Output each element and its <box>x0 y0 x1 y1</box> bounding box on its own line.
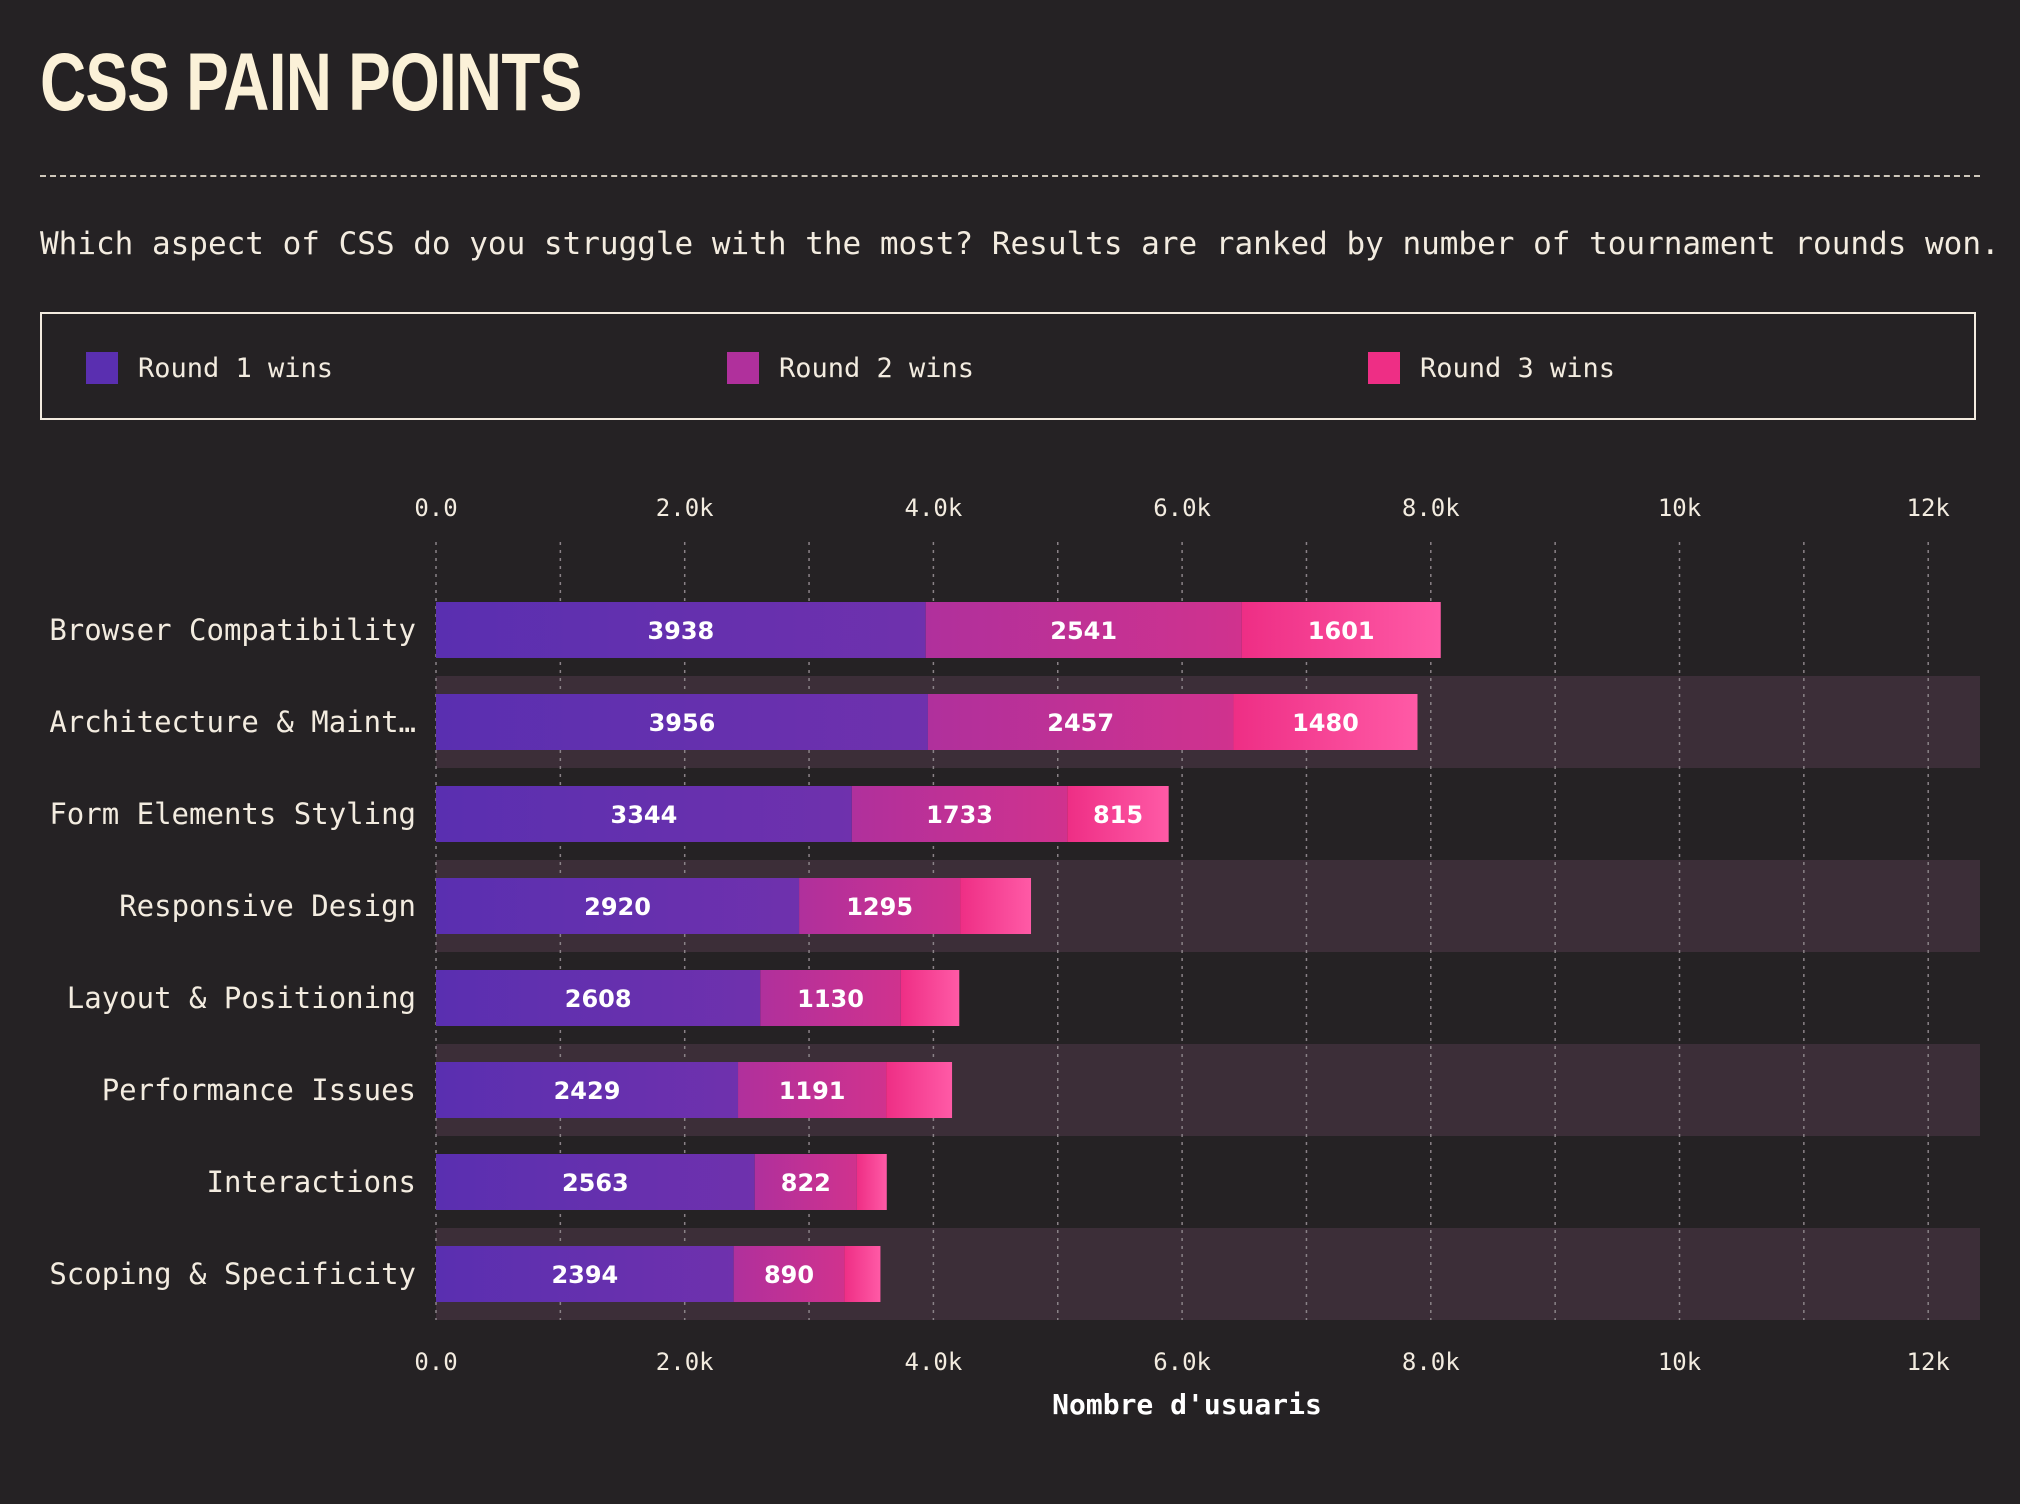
bar-segment-round-3[interactable] <box>900 970 960 1026</box>
page-title: CSS PAIN POINTS <box>40 37 582 128</box>
bar-segment-round-2[interactable] <box>927 694 1234 750</box>
bar-segment-round-1[interactable] <box>436 602 926 658</box>
bar-segment-round-1[interactable] <box>436 878 800 934</box>
x-tick-label-top: 8.0k <box>1402 494 1460 522</box>
category-label: Scoping & Specificity <box>49 1257 416 1291</box>
bar-segment-round-2[interactable] <box>851 786 1068 842</box>
row-bands <box>436 676 1980 1320</box>
x-tick-label-bottom: 0.0 <box>414 1348 457 1376</box>
bar-value-label: 3344 <box>611 801 678 829</box>
bar-value-label: 890 <box>764 1261 814 1289</box>
bar-value-label: 1295 <box>846 893 913 921</box>
bar-value-label: 1480 <box>1292 709 1359 737</box>
bar-value-label: 2541 <box>1050 617 1117 645</box>
bar-value-label: 2429 <box>554 1077 621 1105</box>
bar-segment-round-1[interactable] <box>436 1062 739 1118</box>
chart-legend: Round 1 wins Round 2 wins Round 3 wins <box>40 312 1976 420</box>
bar-segment-round-2[interactable] <box>754 1154 857 1210</box>
category-label: Browser Compatibility <box>49 613 416 647</box>
legend-item-round-3[interactable]: Round 3 wins <box>1368 351 1615 385</box>
title-divider <box>40 175 1980 177</box>
bar-value-label: 1130 <box>797 985 864 1013</box>
legend-item-round-1[interactable]: Round 1 wins <box>86 351 333 385</box>
x-axis-title: Nombre d'usuaris <box>1052 1388 1322 1421</box>
legend-swatch-round-2 <box>727 352 759 384</box>
bar-segment-round-3[interactable] <box>960 878 1032 934</box>
tick-labels: 0.0 0.0 2.0k 2.0k 4.0k 4.0k 6.0k 6.0k 8.0k 8.0k 10… <box>414 494 1950 1376</box>
stacked-bar-chart: 3938 2541 1601 3956 2457 1480 3344 1733 815 2920 1… <box>49 494 1980 1421</box>
bar-value-label: 2563 <box>562 1169 629 1197</box>
x-tick-label-bottom: 2.0k <box>656 1348 714 1376</box>
chart-subtitle: Which aspect of CSS do you struggle with… <box>40 226 2000 262</box>
legend-label-round-1: Round 1 wins <box>138 352 334 384</box>
category-label: Form Elements Styling <box>49 797 416 831</box>
legend-swatch-round-1 <box>86 352 118 384</box>
category-labels: Browser Compatibility Architecture & Main… <box>49 613 416 1291</box>
bar-value-label: 2394 <box>551 1261 618 1289</box>
bar-segment-round-3[interactable] <box>886 1062 953 1118</box>
bar-segment-round-1[interactable] <box>436 970 761 1026</box>
bar-segment-round-2[interactable] <box>733 1246 845 1302</box>
bar-value-label: 2920 <box>584 893 651 921</box>
bar-value-label: 2608 <box>565 985 632 1013</box>
x-tick-label-bottom: 8.0k <box>1402 1348 1460 1376</box>
bars <box>436 602 1441 1302</box>
bar-segment-round-1[interactable] <box>436 1154 755 1210</box>
x-tick-label-top: 12k <box>1907 494 1951 522</box>
value-labels: 3938 2541 1601 3956 2457 1480 3344 1733 815 2920 1… <box>551 617 1374 1289</box>
bar-segment-round-1[interactable] <box>436 1246 734 1302</box>
category-label: Architecture & Maint… <box>49 705 416 739</box>
x-tick-label-bottom: 12k <box>1907 1348 1951 1376</box>
x-tick-label-top: 0.0 <box>414 494 457 522</box>
legend-item-round-2[interactable]: Round 2 wins <box>727 351 974 385</box>
bar-value-label: 3956 <box>649 709 716 737</box>
bar-value-label: 1601 <box>1308 617 1375 645</box>
x-tick-label-top: 2.0k <box>656 494 714 522</box>
x-tick-label-top: 4.0k <box>905 494 963 522</box>
x-tick-label-bottom: 4.0k <box>905 1348 963 1376</box>
bar-segment-round-3[interactable] <box>1241 602 1441 658</box>
bar-segment-round-2[interactable] <box>738 1062 887 1118</box>
x-tick-label-top: 6.0k <box>1153 494 1211 522</box>
legend-label-round-2: Round 2 wins <box>779 352 975 384</box>
category-label: Layout & Positioning <box>67 981 416 1015</box>
category-label: Responsive Design <box>119 889 416 923</box>
bar-segment-round-3[interactable] <box>1067 786 1169 842</box>
legend-swatch-round-3 <box>1368 352 1400 384</box>
bar-value-label: 2457 <box>1047 709 1114 737</box>
category-label: Performance Issues <box>102 1073 416 1107</box>
bar-segment-round-1[interactable] <box>436 786 852 842</box>
bar-segment-round-2[interactable] <box>925 602 1242 658</box>
category-label: Interactions <box>206 1165 416 1199</box>
bar-segment-round-3[interactable] <box>856 1154 887 1210</box>
bar-segment-round-2[interactable] <box>799 878 961 934</box>
x-tick-label-bottom: 6.0k <box>1153 1348 1211 1376</box>
bar-segment-round-2[interactable] <box>760 970 901 1026</box>
bar-segment-round-3[interactable] <box>844 1246 881 1302</box>
bar-segment-round-1[interactable] <box>436 694 928 750</box>
x-tick-label-top: 10k <box>1658 494 1702 522</box>
x-tick-label-bottom: 10k <box>1658 1348 1702 1376</box>
legend-label-round-3: Round 3 wins <box>1420 352 1616 384</box>
bar-segment-round-3[interactable] <box>1233 694 1418 750</box>
bar-value-label: 822 <box>781 1169 831 1197</box>
bar-value-label: 1733 <box>926 801 993 829</box>
bar-value-label: 1191 <box>779 1077 846 1105</box>
bar-value-label: 3938 <box>647 617 714 645</box>
bar-value-label: 815 <box>1093 801 1143 829</box>
